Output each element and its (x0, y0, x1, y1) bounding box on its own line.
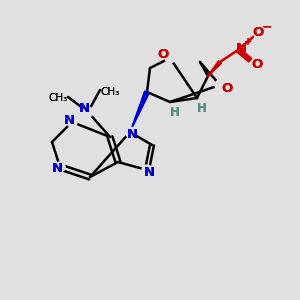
Text: N: N (143, 166, 155, 178)
Text: N: N (236, 41, 247, 55)
Text: N: N (126, 128, 138, 142)
Polygon shape (208, 61, 221, 76)
Text: CH₃: CH₃ (48, 93, 68, 103)
Text: CH₃: CH₃ (48, 93, 68, 103)
Text: O: O (158, 49, 169, 62)
Circle shape (165, 53, 175, 63)
Text: CH₃: CH₃ (100, 87, 120, 97)
Text: H: H (170, 106, 180, 118)
Circle shape (67, 117, 77, 127)
Text: H: H (170, 106, 180, 118)
Text: H: H (197, 101, 207, 115)
Circle shape (55, 162, 65, 172)
Text: O: O (251, 58, 262, 71)
Text: N: N (78, 103, 90, 116)
Text: O: O (251, 58, 262, 71)
Text: N: N (126, 128, 138, 142)
Text: +: + (244, 37, 252, 47)
Text: CH₃: CH₃ (100, 87, 120, 97)
Circle shape (83, 107, 93, 117)
Text: −: − (262, 20, 272, 34)
Text: O: O (158, 49, 169, 62)
Text: O: O (252, 26, 264, 38)
Text: +: + (244, 37, 252, 47)
Text: N: N (63, 115, 75, 128)
Text: H: H (197, 101, 207, 115)
Polygon shape (130, 91, 149, 132)
Text: −: − (262, 20, 272, 34)
Text: N: N (78, 103, 90, 116)
Text: N: N (63, 115, 75, 128)
Text: N: N (236, 41, 247, 55)
Text: O: O (221, 82, 233, 94)
Text: O: O (252, 26, 264, 38)
Text: N: N (143, 166, 155, 178)
Circle shape (215, 80, 225, 90)
Circle shape (125, 127, 135, 137)
Text: N: N (51, 161, 63, 175)
Text: O: O (221, 82, 233, 94)
Circle shape (142, 165, 152, 175)
Text: N: N (51, 161, 63, 175)
